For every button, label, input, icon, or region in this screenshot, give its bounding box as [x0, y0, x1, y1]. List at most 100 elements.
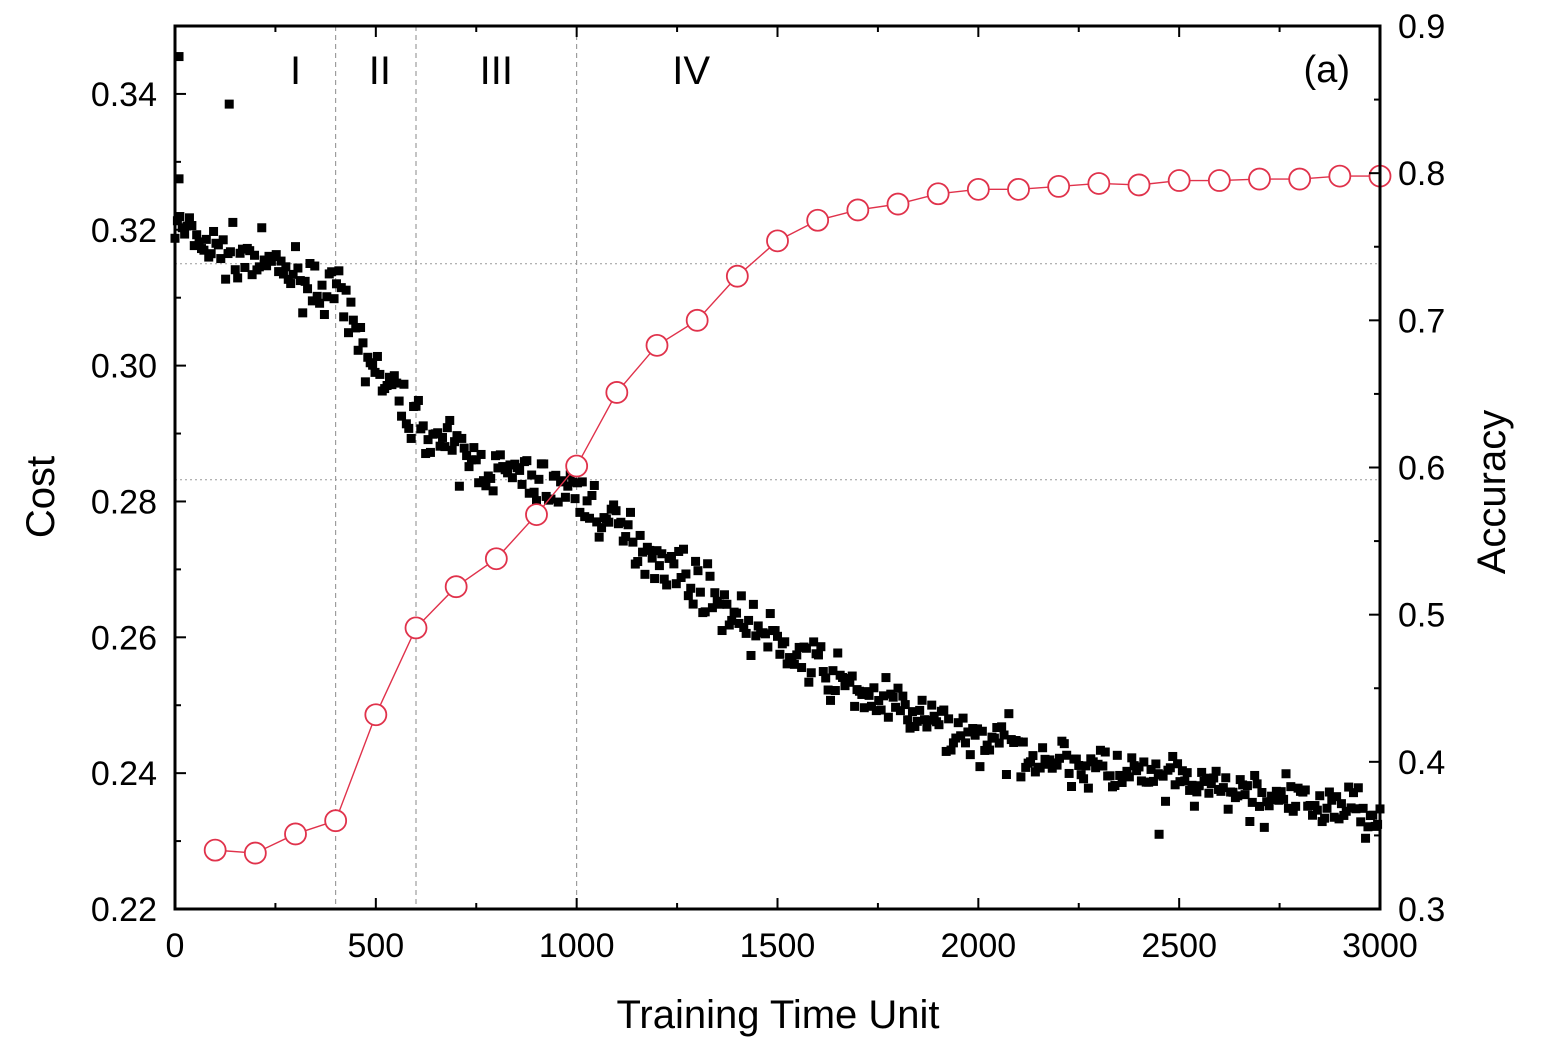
cost-point — [992, 723, 1002, 733]
cost-point — [1117, 777, 1127, 787]
cost-point — [621, 532, 631, 542]
cost-point — [553, 497, 563, 507]
cost-point — [1344, 782, 1354, 792]
cost-point — [310, 261, 320, 271]
cost-point — [618, 536, 628, 546]
cost-point — [1211, 766, 1221, 776]
cost-point — [1281, 769, 1291, 779]
cost-point — [809, 637, 819, 647]
cost-point — [948, 738, 958, 748]
accuracy-point — [565, 454, 589, 478]
cost-point — [221, 274, 231, 284]
cost-point — [833, 648, 843, 658]
cost-point — [898, 691, 908, 701]
cost-point — [1288, 806, 1298, 816]
cost-point — [700, 607, 710, 617]
cost-point — [233, 273, 243, 283]
cost-point — [917, 695, 927, 705]
cost-point — [1161, 796, 1171, 806]
cost-point — [804, 677, 814, 687]
cost-point — [515, 465, 525, 475]
accuracy-point — [846, 198, 870, 222]
cost-point — [871, 706, 881, 716]
accuracy-point — [324, 809, 348, 833]
cost-point — [1180, 776, 1190, 786]
cost-point — [1040, 754, 1050, 764]
cost-point — [462, 451, 472, 461]
cost-point — [946, 745, 956, 755]
cost-point — [879, 691, 889, 701]
cost-point — [1045, 755, 1055, 765]
cost-point — [382, 381, 392, 391]
cost-point — [1165, 763, 1175, 773]
cost-point — [924, 715, 934, 725]
cost-point — [228, 217, 238, 227]
accuracy-point — [766, 229, 789, 253]
y-right-tick-label: 0.8 — [1398, 155, 1445, 193]
cost-point — [471, 455, 481, 465]
cost-point — [1351, 804, 1361, 814]
cost-point — [254, 262, 264, 272]
cost-point — [828, 666, 838, 676]
cost-point — [895, 706, 905, 716]
cost-point — [669, 559, 679, 569]
axes — [173, 24, 1382, 911]
cost-point — [813, 650, 823, 660]
cost-point — [539, 459, 549, 469]
cost-point — [1283, 803, 1293, 813]
cost-point — [271, 250, 281, 260]
cost-point — [797, 663, 807, 673]
cost-point — [486, 473, 496, 483]
cost-point — [175, 212, 185, 222]
cost-point — [558, 476, 568, 486]
cost-point — [425, 447, 435, 457]
cost-point — [1081, 761, 1091, 771]
y-left-tick-label: 0.28 — [91, 483, 157, 521]
cost-point — [625, 507, 635, 517]
cost-point — [307, 296, 317, 306]
cost-point — [286, 279, 296, 289]
cost-point — [589, 480, 599, 490]
cost-point — [1001, 770, 1011, 780]
cost-point — [1170, 780, 1180, 790]
cost-point — [1291, 801, 1301, 811]
cost-point — [180, 229, 190, 239]
cost-point — [1332, 792, 1342, 802]
cost-point — [1074, 760, 1084, 770]
cost-point — [266, 256, 276, 266]
cost-point — [397, 411, 407, 421]
cost-point — [722, 599, 732, 609]
cost-point — [732, 608, 742, 618]
cost-point — [1228, 787, 1238, 797]
cost-point — [1209, 773, 1219, 783]
cost-point — [910, 722, 920, 732]
cost-point — [794, 642, 804, 652]
cost-point — [1124, 772, 1134, 782]
cost-point — [401, 419, 411, 429]
cost-point — [1348, 788, 1358, 798]
cost-point — [247, 270, 257, 280]
cost-point — [826, 695, 836, 705]
cost-point — [816, 642, 826, 652]
cost-point — [1233, 791, 1243, 801]
cost-point — [705, 571, 715, 581]
cost-point — [334, 266, 344, 276]
x-tick-label: 1500 — [740, 927, 816, 965]
cost-point — [1341, 806, 1351, 816]
cost-point — [1177, 766, 1187, 776]
cost-point — [806, 668, 816, 678]
cost-point — [438, 432, 448, 442]
cost-point — [1134, 762, 1144, 772]
accuracy-point — [886, 192, 910, 216]
cost-point — [517, 479, 527, 489]
cost-point — [787, 654, 797, 664]
cost-point — [1324, 787, 1334, 797]
y-right-tick-label: 0.6 — [1398, 450, 1445, 488]
cost-point — [459, 443, 469, 453]
cost-point — [319, 310, 329, 320]
cost-point — [1079, 774, 1089, 784]
cost-point — [691, 556, 701, 566]
cost-point — [657, 549, 667, 559]
cost-point — [1100, 747, 1110, 757]
cost-point — [944, 714, 954, 724]
